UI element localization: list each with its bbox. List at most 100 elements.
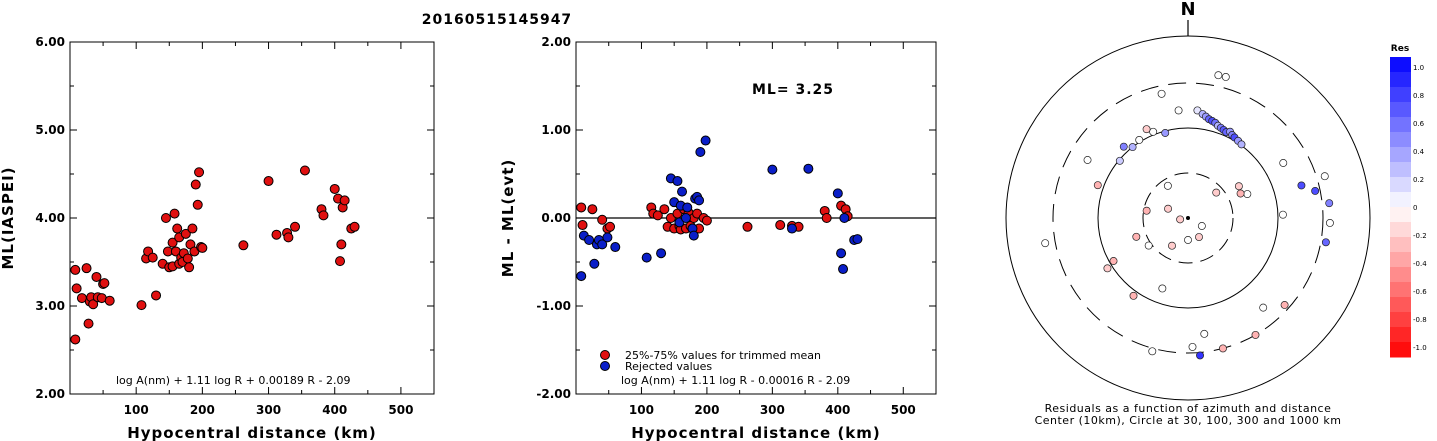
station-point — [1212, 188, 1221, 197]
rejected-point — [832, 188, 843, 199]
station-point — [1237, 140, 1246, 149]
data-point — [271, 229, 282, 240]
data-point — [167, 237, 178, 248]
data-point — [192, 199, 203, 210]
legend-label-rejected: Rejected values — [625, 360, 712, 373]
colorbar-cell — [1390, 342, 1411, 358]
colorbar-tick-label: 1.0 — [1413, 64, 1424, 72]
formula-text: log A(nm) + 1.11 log R - 0.00016 R - 2.0… — [621, 374, 850, 387]
station-point — [1148, 347, 1157, 356]
data-point — [180, 228, 191, 239]
panel-residual-map: N Residuals as a function of azimuth and… — [1005, 0, 1371, 427]
ml-annotation: ML= 3.25 — [752, 82, 834, 98]
colorbar-cell — [1390, 312, 1411, 328]
data-point — [88, 299, 99, 310]
x-tick-label: 400 — [322, 403, 347, 417]
x-tick-label: 300 — [760, 403, 785, 417]
legend-label-accepted: 25%-75% values for trimmed mean — [625, 349, 821, 362]
colorbar-cell — [1390, 327, 1411, 343]
colorbar-tick-label: -0.2 — [1413, 232, 1427, 240]
rejected-point — [694, 195, 705, 206]
data-point — [299, 165, 310, 176]
colorbar-tick-label: 0.6 — [1413, 120, 1425, 128]
colorbar-cell — [1390, 177, 1411, 193]
colorbar-cell — [1390, 117, 1411, 133]
x-tick-label: 100 — [629, 403, 654, 417]
data-point — [151, 290, 162, 301]
station-point — [1196, 351, 1204, 360]
data-point — [290, 221, 301, 232]
y-tick-label: 3.00 — [35, 299, 65, 313]
event-title: 20160515145947 — [422, 12, 572, 28]
data-point — [147, 252, 158, 263]
x-axis-label: Hypocentral distance (km) — [631, 424, 881, 441]
accepted-point — [659, 204, 670, 215]
data-point — [194, 167, 205, 178]
station-point — [1115, 156, 1124, 165]
colorbar-cell — [1390, 147, 1411, 163]
rejected-point — [641, 252, 652, 263]
caption-line1: Residuals as a function of azimuth and d… — [1045, 402, 1332, 415]
station-points — [1041, 71, 1334, 360]
axis-ticks: 100 200 300 400 500 -2.00 -1.00 0.00 1.00 2.00 — [536, 35, 936, 417]
rejected-point — [767, 164, 778, 175]
accepted-point — [587, 204, 598, 215]
station-point — [1218, 344, 1227, 353]
data-point — [339, 195, 350, 206]
accepted-point — [652, 210, 663, 221]
station-point — [1278, 210, 1287, 219]
x-tick-label: 100 — [124, 403, 149, 417]
rejected-point — [836, 248, 847, 259]
accepted-point — [821, 213, 832, 223]
y-tick-label: 6.00 — [35, 35, 65, 49]
rejected-point — [584, 235, 595, 245]
station-point — [1083, 156, 1092, 164]
data-point — [136, 300, 147, 311]
rejected-point — [576, 271, 587, 282]
station-point — [1176, 215, 1185, 224]
station-point — [1279, 159, 1288, 167]
station-point — [1129, 291, 1138, 300]
data-point — [283, 232, 294, 243]
station-point — [1321, 238, 1330, 247]
station-point — [1142, 206, 1151, 215]
colorbar-cell — [1390, 132, 1411, 148]
station-point — [1041, 239, 1050, 248]
colorbar-cell — [1390, 57, 1411, 73]
data-point — [81, 263, 92, 274]
colorbar-cell — [1390, 207, 1411, 223]
station-point — [1297, 181, 1306, 190]
colorbar-tick-label: 0.8 — [1413, 92, 1424, 100]
x-tick-label: 200 — [694, 403, 719, 417]
x-tick-label: 500 — [891, 403, 916, 417]
station-point — [1157, 89, 1166, 98]
data-point — [160, 213, 171, 223]
y-tick-label: 1.00 — [541, 123, 571, 137]
station-point — [1158, 284, 1167, 293]
epicenter-dot — [1186, 216, 1190, 220]
data-points — [70, 165, 360, 345]
station-point — [1168, 241, 1176, 250]
rejected-point — [656, 248, 667, 259]
y-tick-label: 5.00 — [35, 123, 65, 137]
station-point — [1163, 181, 1172, 190]
accepted-point — [577, 220, 588, 231]
accepted-point — [742, 221, 753, 232]
colorbar-cell — [1390, 102, 1411, 118]
station-point — [1234, 182, 1243, 191]
rejected-point — [839, 213, 850, 223]
accepted-point — [576, 202, 587, 213]
accepted-point — [605, 221, 616, 232]
y-tick-label: 4.00 — [35, 211, 65, 225]
data-point — [329, 183, 340, 194]
rejected-point — [682, 202, 693, 213]
station-point — [1174, 106, 1183, 115]
colorbar-tick-label: -1.0 — [1413, 344, 1427, 352]
data-point — [336, 239, 347, 250]
station-point — [1164, 204, 1173, 213]
rejected-point — [610, 242, 621, 253]
x-tick-label: 500 — [388, 403, 413, 417]
formula-text: log A(nm) + 1.11 log R + 0.00189 R - 2.0… — [116, 374, 350, 387]
data-point — [70, 264, 81, 275]
